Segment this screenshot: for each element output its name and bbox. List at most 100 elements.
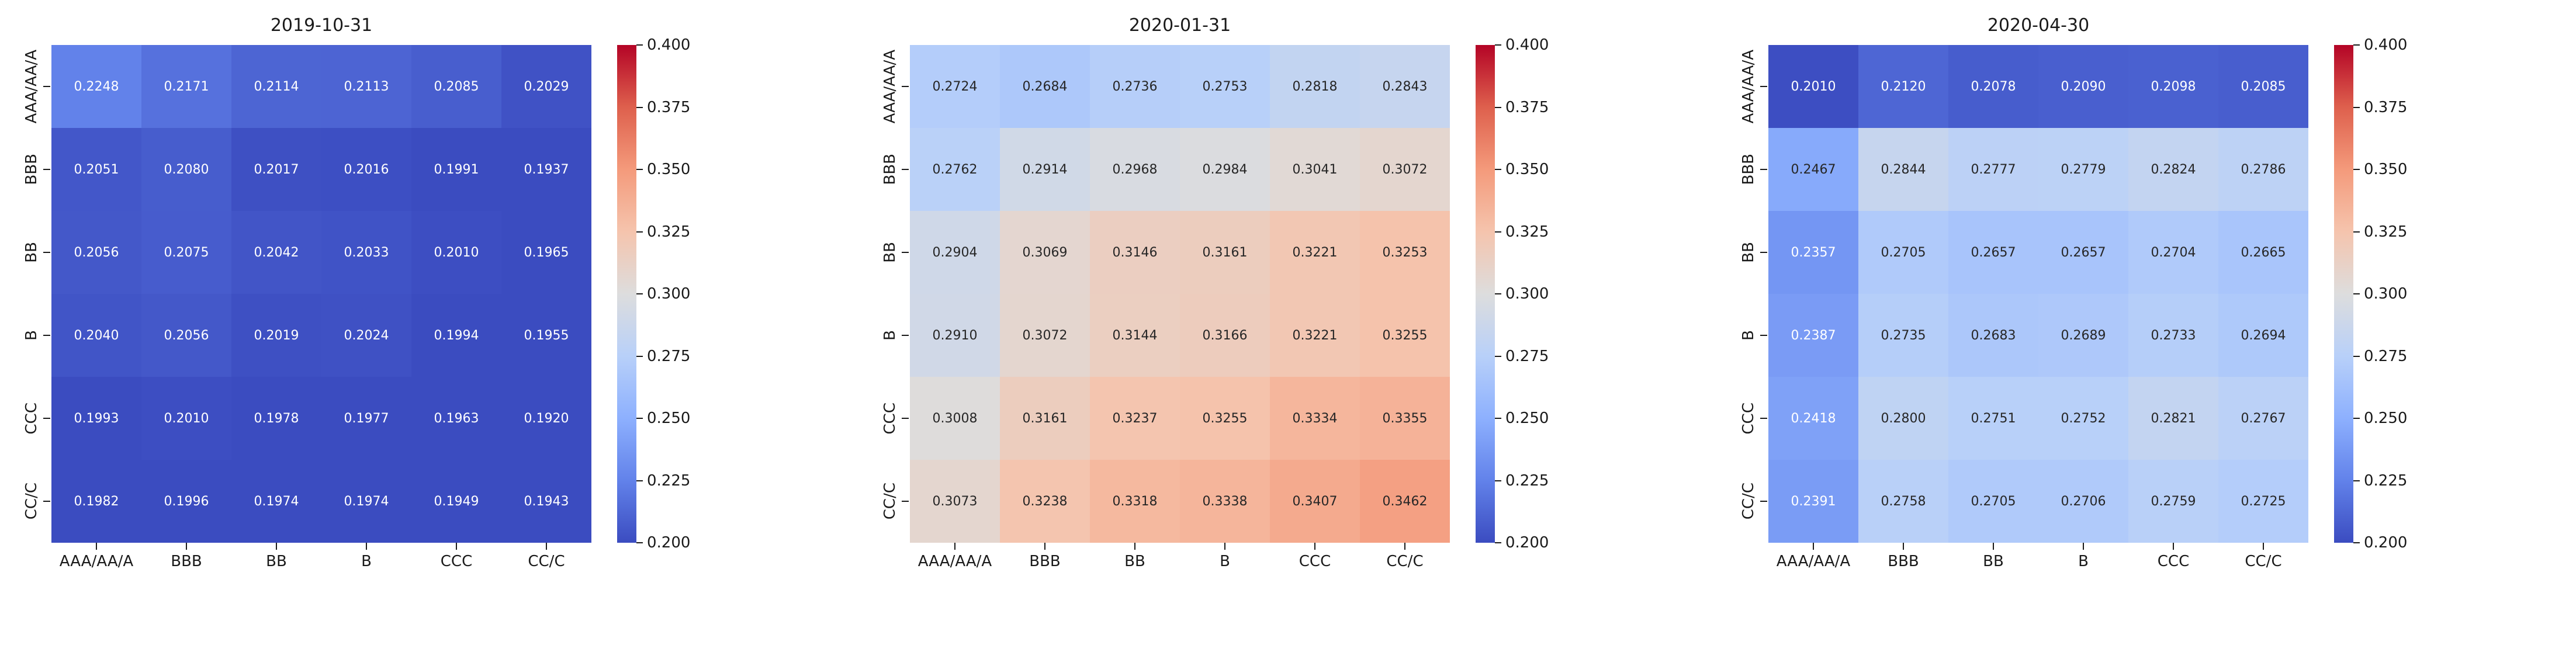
y-tick-label: B [1740, 330, 1757, 341]
y-axis-label: BB [1717, 211, 1767, 294]
heatmap-cell: 0.1994 [411, 294, 501, 377]
y-axis: AAA/AA/A BBB BB B CCC CC/C [0, 45, 50, 543]
axis-tick [43, 335, 50, 336]
axis-tick [902, 501, 909, 502]
axis-tick [1760, 86, 1767, 87]
x-axis-label: BB [1948, 543, 2038, 570]
axis-tick [1760, 169, 1767, 170]
colorbar-tick-label: 0.275 [1505, 347, 1549, 365]
heatmap-cell: 0.2762 [910, 128, 1000, 211]
colorbar-tick-label: 0.375 [647, 98, 691, 116]
heatmap-cell: 0.2056 [141, 294, 231, 377]
colorbar-tick: 0.375 [636, 99, 690, 116]
heatmap-cell: 0.2821 [2128, 377, 2218, 460]
heatmap-cell: 0.2786 [2218, 128, 2308, 211]
axis-tick [456, 543, 457, 550]
heatmap-cell: 0.3161 [1000, 377, 1090, 460]
colorbar-tick: 0.350 [636, 161, 690, 178]
x-axis-label: BB [1090, 543, 1180, 570]
y-tick-label: CC/C [881, 483, 899, 520]
colorbar-tick-mark [1495, 169, 1501, 170]
colorbar-tick-label: 0.325 [647, 223, 691, 241]
y-tick-label: B [881, 330, 899, 341]
colorbar-zone: 0.400 0.375 0.350 0.325 0.300 0.275 0.250 0.225… [2334, 36, 2544, 552]
x-tick-label: B [361, 553, 372, 570]
y-axis: AAA/AA/A BBB BB B CCC CC/C [858, 45, 909, 543]
colorbar-tick-label: 0.275 [2364, 347, 2408, 365]
colorbar-tick-mark [636, 418, 643, 419]
heatmap-cell: 0.2017 [231, 128, 321, 211]
y-axis-label: BBB [858, 128, 909, 211]
heatmap-cell: 0.3073 [910, 460, 1000, 543]
colorbar-tick-mark [1495, 231, 1501, 233]
heatmap-cell: 0.3237 [1090, 377, 1180, 460]
heatmap-cell: 0.2024 [321, 294, 411, 377]
heatmap-cell: 0.2657 [2038, 211, 2128, 294]
x-tick-label: CC/C [528, 553, 565, 570]
colorbar-tick: 0.350 [1495, 161, 1549, 178]
y-tick-label: AAA/AA/A [23, 49, 40, 124]
axis-tick [1903, 543, 1904, 550]
colorbar-tick-label: 0.250 [647, 410, 691, 427]
x-tick-label: BB [1983, 553, 2004, 570]
heatmap-cell: 0.1977 [321, 377, 411, 460]
heatmap-cell: 0.2914 [1000, 128, 1090, 211]
heatmap-cell: 0.3072 [1000, 294, 1090, 377]
heatmap-cell: 0.2051 [51, 128, 141, 211]
y-tick-label: BB [881, 242, 899, 263]
x-tick-label: B [1220, 553, 1230, 570]
heatmap-cell: 0.2120 [1858, 45, 1948, 128]
colorbar-tick: 0.250 [2353, 410, 2407, 427]
colorbar-tick-label: 0.350 [1505, 161, 1549, 178]
axis-tick [2083, 543, 2084, 550]
heatmap-cell: 0.2735 [1858, 294, 1948, 377]
axis-tick [902, 252, 909, 253]
heatmap-cell: 0.3041 [1270, 128, 1360, 211]
heatmap-cell: 0.1978 [231, 377, 321, 460]
colorbar-tick: 0.225 [2353, 472, 2407, 490]
axis-tick [43, 86, 50, 87]
colorbar [2334, 45, 2353, 543]
heatmap-cell: 0.2777 [1948, 128, 2038, 211]
y-tick-label: AAA/AA/A [1740, 49, 1757, 124]
heatmap-cell: 0.3355 [1360, 377, 1450, 460]
heatmap-cell: 0.2391 [1768, 460, 1858, 543]
heatmap-cell: 0.2689 [2038, 294, 2128, 377]
y-axis-label: BB [0, 211, 50, 294]
heatmap-cell: 0.2844 [1858, 128, 1948, 211]
axis-tick [954, 543, 955, 550]
colorbar-tick-mark [2353, 106, 2360, 108]
y-axis-label: CCC [1717, 377, 1767, 460]
axis-tick [902, 418, 909, 419]
panel-title: 2020-01-31 [1128, 15, 1231, 36]
heatmap-cell: 0.1920 [501, 377, 591, 460]
heatmap-cell: 0.1949 [411, 460, 501, 543]
x-axis-label: B [321, 543, 411, 570]
x-axis-label: BBB [1858, 543, 1948, 570]
colorbar-ticks: 0.400 0.375 0.350 0.325 0.300 0.275 0.250 0.225… [636, 36, 823, 552]
y-axis-label: B [1717, 294, 1767, 377]
colorbar-tick-mark [1495, 44, 1501, 46]
heatmap-cell: 0.2113 [321, 45, 411, 128]
y-tick-label: CCC [881, 402, 899, 435]
x-axis-label: AAA/AA/A [51, 543, 141, 570]
heatmap-cell: 0.2733 [2128, 294, 2218, 377]
axis-tick [1044, 543, 1045, 550]
heatmap-cell: 0.2085 [2218, 45, 2308, 128]
heatmap-cell: 0.2725 [2218, 460, 2308, 543]
x-axis-label: CCC [1270, 543, 1360, 570]
y-axis-label: AAA/AA/A [858, 45, 909, 128]
x-axis-label: CC/C [501, 543, 591, 570]
heatmap-cell: 0.3221 [1270, 211, 1360, 294]
x-axis-label: B [2038, 543, 2128, 570]
heatmap-cell: 0.3255 [1180, 377, 1270, 460]
colorbar-tick: 0.300 [636, 285, 690, 303]
heatmap-cell: 0.2010 [141, 377, 231, 460]
axis-tick [43, 418, 50, 419]
heatmap-cell: 0.2010 [1768, 45, 1858, 128]
colorbar-tick: 0.325 [2353, 223, 2407, 241]
y-tick-label: CCC [23, 402, 40, 435]
heatmap-grid: 0.2724 0.2684 0.2736 0.2753 0.2818 0.2843 0.27… [910, 45, 1450, 543]
colorbar-ticks: 0.400 0.375 0.350 0.325 0.300 0.275 0.250 0.225… [1495, 36, 1682, 552]
x-axis: AAA/AA/A BBB BB B CCC CC/C [51, 543, 591, 570]
